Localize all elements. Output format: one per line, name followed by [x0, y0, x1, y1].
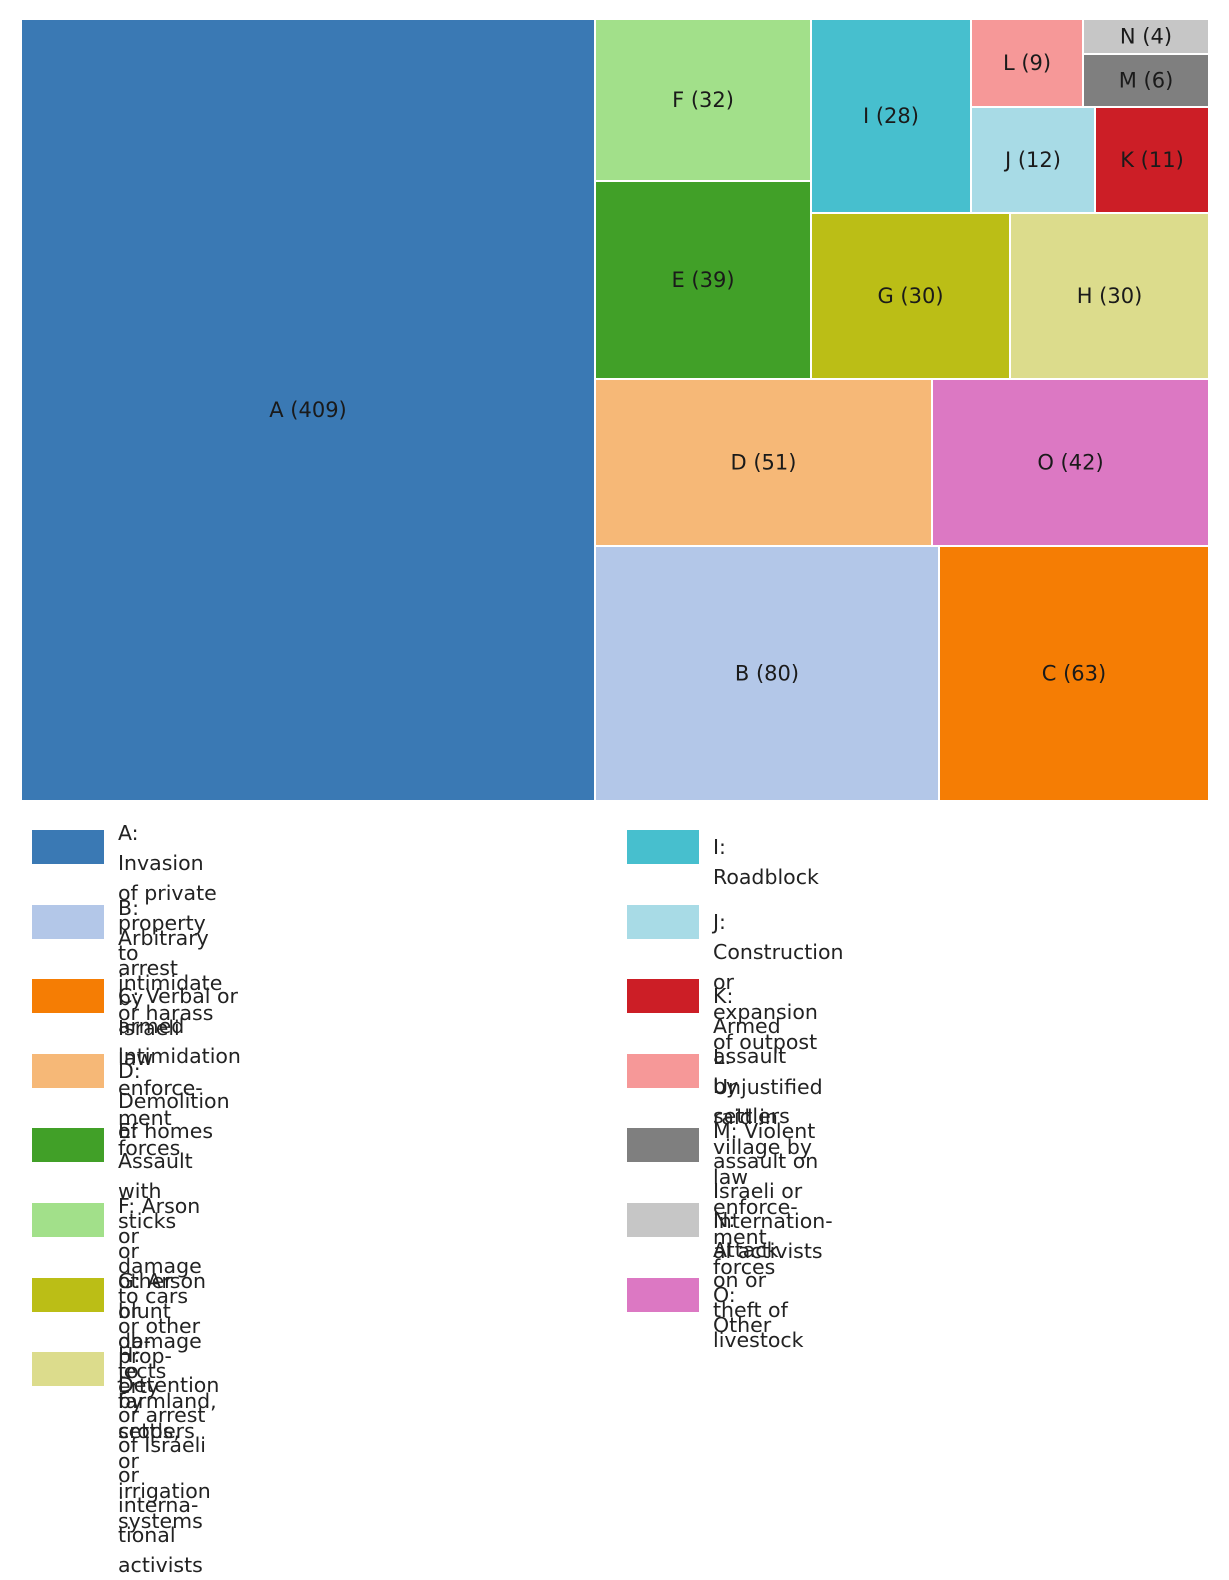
legend-label-line: L: Unjustified raid in village by law en… — [713, 1044, 823, 1219]
treemap-label-g: G (30) — [877, 284, 943, 308]
legend-label-d: D: Demolition of homes — [118, 1056, 230, 1146]
treemap-label-f: F (32) — [672, 88, 734, 112]
treemap-cell-j — [972, 108, 1094, 212]
legend-label-n: N: Attack on or theft of livestock — [713, 1205, 804, 1355]
legend-label-line: I: Roadblock — [713, 835, 819, 889]
legend-label-c: C: Verbal or armed intimidation — [118, 981, 241, 1071]
legend-swatch-o — [627, 1277, 699, 1312]
treemap-cell-m — [1084, 55, 1208, 106]
treemap-label-i: I (28) — [863, 104, 919, 128]
treemap-cell-i — [812, 20, 970, 212]
legend-label-b: B: Arbitrary arrest by Israeli law enfor… — [118, 893, 209, 1163]
treemap-cell-a — [22, 20, 594, 800]
legend-label-f: F: Arson or damage to cars or other prop… — [118, 1191, 202, 1401]
treemap-cell-f — [596, 20, 810, 180]
legend-label-line: al activists — [713, 1239, 823, 1264]
legend-swatch-j — [627, 904, 699, 939]
legend-label-line: or harass — [118, 1001, 214, 1025]
legend-label-line: E: Assault with sticks or other blunt ob… — [118, 1119, 193, 1354]
legend-swatch-l — [627, 1053, 699, 1088]
treemap-cell-e — [596, 182, 810, 378]
treemap-label-o: O (42) — [1037, 451, 1103, 475]
legend-label-line: ment forces — [713, 1224, 776, 1279]
legend-label-line: K: Armed assault by settlers — [713, 984, 790, 1129]
legend-swatch-f — [32, 1203, 104, 1237]
legend-label-line: F: Arson or damage to cars or other prop… — [118, 1194, 202, 1368]
legend-label-h: H: Detention or arrest of Israeli or int… — [118, 1340, 219, 1580]
legend-swatch-d — [32, 1053, 104, 1088]
legend-label-line: C: Verbal or armed intimidation — [118, 984, 241, 1069]
legend-label-line: ment forces — [118, 1105, 181, 1160]
legend-label-o: O: Other — [713, 1280, 771, 1340]
treemap-label-d: D (51) — [731, 451, 797, 475]
legend-label-line: D: Demolition of homes — [118, 1058, 230, 1143]
treemap-label-l: L (9) — [1003, 51, 1051, 75]
treemap-cell-n — [1084, 20, 1208, 53]
legend-swatch-a — [32, 830, 104, 864]
treemap-label-a: A (409) — [269, 398, 347, 422]
legend-label-line: B: Arbitrary arrest by Israeli law enfor… — [118, 895, 209, 1100]
treemap-label-j: J (12) — [1003, 148, 1061, 172]
treemap-cell-o — [933, 380, 1208, 545]
legend-label-line: A: Invasion of private property to intim… — [118, 821, 223, 995]
legend-label-i: I: Roadblock — [713, 832, 819, 892]
treemap-label-n: N (4) — [1120, 25, 1172, 49]
treemap-label-e: E (39) — [671, 268, 734, 292]
treemap-label-h: H (30) — [1077, 284, 1143, 308]
treemap-label-b: B (80) — [735, 662, 799, 686]
legend-swatch-g — [32, 1277, 104, 1312]
treemap-cell-g — [812, 214, 1009, 378]
treemap-cell-d — [596, 380, 931, 545]
legend-label-j: J: Construction or expansion of outpost — [713, 907, 844, 1057]
legend-label-line: H: Detention or arrest of Israeli or int… — [118, 1343, 220, 1518]
treemap-label-m: M (6) — [1119, 69, 1174, 93]
treemap-label-c: C (63) — [1042, 662, 1106, 686]
legend-swatch-e — [32, 1128, 104, 1163]
legend-swatch-h — [32, 1352, 104, 1387]
legend-label-line: M: Violent assault on Israeli or interna… — [713, 1119, 833, 1234]
treemap-cell-b — [596, 547, 938, 800]
legend-label-k: K: Armed assault by settlers — [713, 981, 790, 1131]
legend-swatch-i — [627, 830, 699, 864]
treemap-cell-k — [1096, 108, 1208, 212]
treemap-cell-l — [972, 20, 1082, 106]
treemap-cell-h — [1011, 214, 1208, 378]
legend-swatch-b — [32, 904, 104, 939]
legend-label-line: J: Construction or expansion of outpost — [713, 909, 844, 1054]
legend-swatch-c — [32, 979, 104, 1014]
treemap-cell-c — [940, 547, 1208, 800]
legend-swatch-n — [627, 1203, 699, 1237]
legend-label-m: M: Violent assault on Israeli or interna… — [713, 1116, 833, 1266]
legend-swatch-k — [627, 979, 699, 1014]
treemap-chart: A (409) F (32) I (28) L (9) N (4) M (6) J (12)… — [22, 20, 1208, 800]
legend-label-a: A: Invasion of private property to intim… — [118, 818, 222, 1028]
legend-label-line: erty — [118, 1374, 160, 1398]
legend-label-line: N: Attack on or theft of livestock — [713, 1208, 804, 1352]
legend-label-l: L: Unjustified raid in village by law en… — [713, 1042, 823, 1282]
treemap-label-k: K (11) — [1120, 148, 1184, 172]
legend-label-line: O: Other — [713, 1282, 772, 1337]
legend-label-line: tional activists — [118, 1523, 203, 1578]
legend-swatch-m — [627, 1128, 699, 1163]
